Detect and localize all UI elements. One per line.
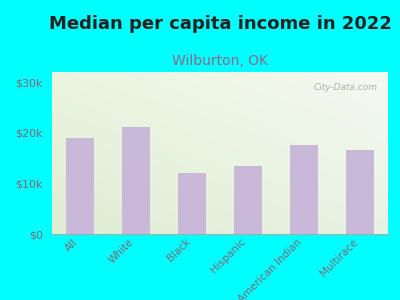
Bar [66,138,94,234]
Bar [346,151,374,234]
Bar [178,173,206,234]
Text: Wilburton, OK: Wilburton, OK [172,54,268,68]
Bar [290,146,318,234]
Bar [234,166,262,234]
Text: Median per capita income in 2022: Median per capita income in 2022 [48,15,392,33]
Bar [122,127,150,234]
Text: City-Data.com: City-Data.com [314,83,378,92]
